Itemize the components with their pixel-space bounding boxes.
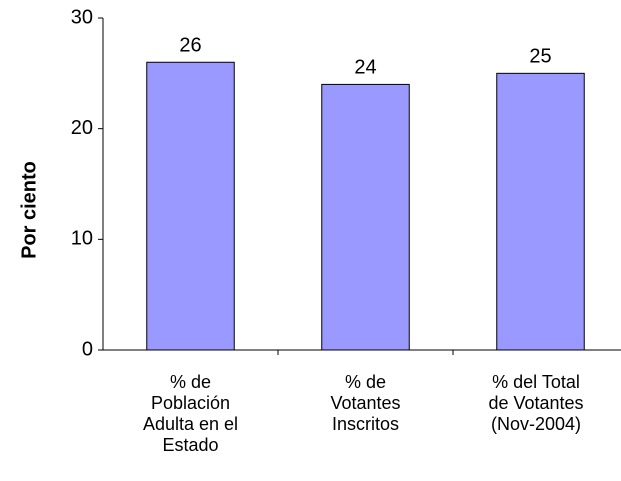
bar	[496, 72, 585, 351]
value-label: 25	[529, 46, 551, 68]
x-tick-label: % de Votantes Inscritos	[330, 372, 401, 434]
value-label: 24	[354, 57, 376, 79]
bar	[146, 61, 235, 351]
bar	[321, 83, 410, 351]
y-tick-label: 10	[71, 228, 93, 250]
y-tick-label: 30	[71, 6, 93, 28]
y-axis-title: Por ciento	[18, 161, 40, 259]
x-tick-label: % de Población Adulta en el Estado	[142, 372, 239, 455]
y-tick-label: 20	[71, 117, 93, 139]
value-label: 26	[179, 35, 201, 57]
y-tick-label: 0	[82, 338, 93, 360]
x-tick-label: % del Total de Votantes (Nov-2004)	[488, 372, 584, 434]
